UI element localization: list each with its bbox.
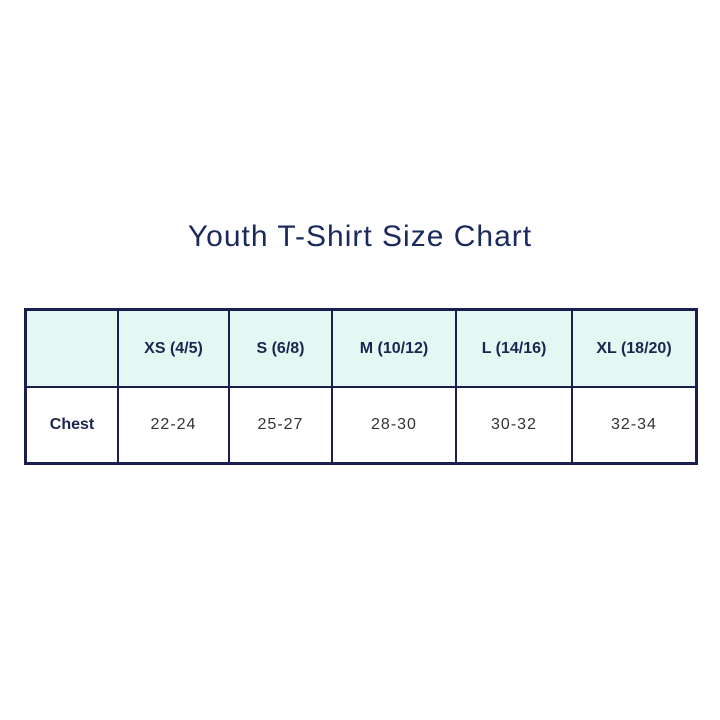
header-empty bbox=[24, 308, 119, 388]
header-m: M (10/12) bbox=[331, 308, 457, 388]
cell-l: 30-32 bbox=[455, 386, 573, 465]
table-row: Chest 22-24 25-27 28-30 30-32 32-34 bbox=[24, 386, 698, 465]
header-row: XS (4/5) S (6/8) M (10/12) L (14/16) XL … bbox=[24, 308, 698, 388]
page-title: Youth T-Shirt Size Chart bbox=[187, 220, 533, 253]
cell-xl: 32-34 bbox=[571, 386, 698, 465]
size-chart-table: XS (4/5) S (6/8) M (10/12) L (14/16) XL … bbox=[24, 308, 698, 465]
header-xs: XS (4/5) bbox=[117, 308, 230, 388]
cell-s: 25-27 bbox=[228, 386, 333, 465]
header-s: S (6/8) bbox=[228, 308, 333, 388]
cell-xs: 22-24 bbox=[117, 386, 230, 465]
header-l: L (14/16) bbox=[455, 308, 573, 388]
row-label-chest: Chest bbox=[24, 386, 119, 465]
cell-m: 28-30 bbox=[331, 386, 457, 465]
header-xl: XL (18/20) bbox=[571, 308, 698, 388]
